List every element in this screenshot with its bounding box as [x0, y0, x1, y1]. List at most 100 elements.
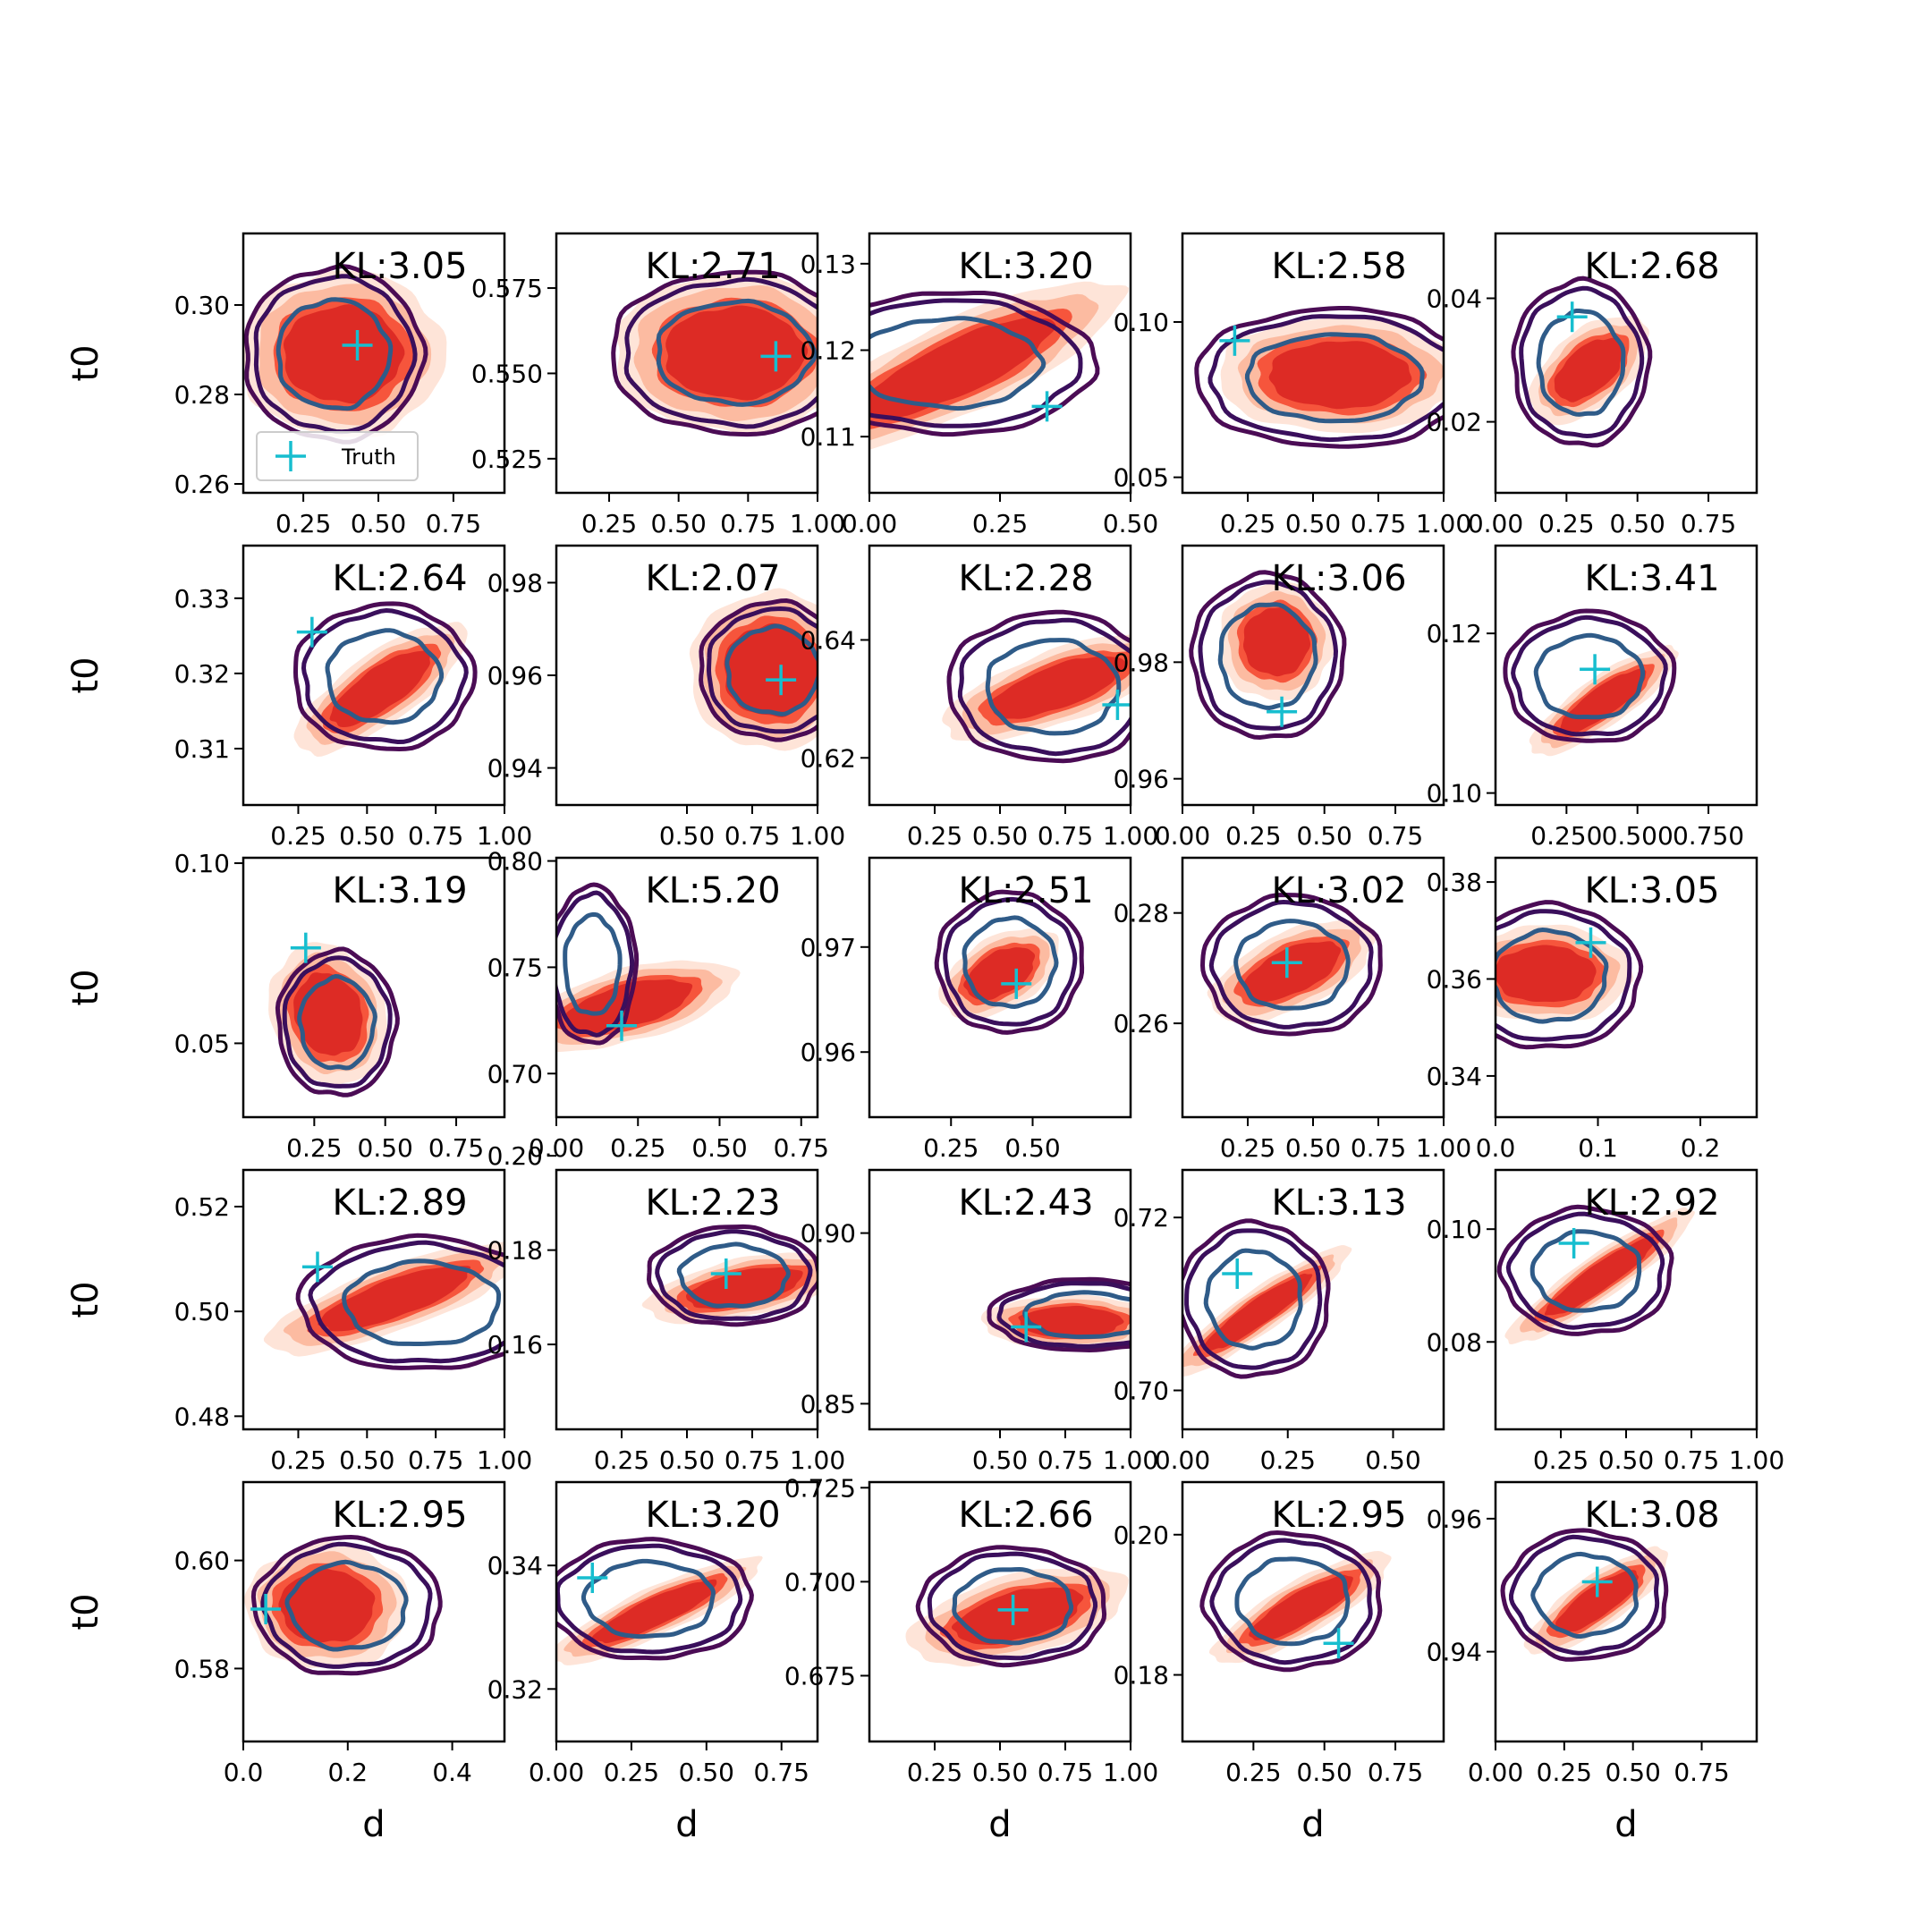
posterior-density-level-4: [952, 1587, 1084, 1646]
reference-contour-middle: [1208, 899, 1374, 1030]
reference-contour-inner: [325, 628, 445, 725]
posterior-density-level-4: [1544, 1236, 1654, 1316]
reference-contour-outer: [556, 882, 640, 1046]
subplot-4: KL:2.58 0.25 0.50 0.75 1.00 0.10 0.05: [1114, 232, 1471, 538]
x-tick-label: 0.25: [972, 509, 1028, 538]
reference-contour-outer: [1503, 608, 1677, 743]
truth-marker: [1323, 1628, 1354, 1659]
y-tick-label: 0.26: [1114, 1009, 1169, 1038]
x-tick-label: 0.25: [610, 1133, 665, 1163]
kl-annotation: KL:2.23: [645, 1182, 780, 1224]
y-tick-label: 0.675: [784, 1661, 856, 1690]
subplot-6: KL:2.64 0.25 0.50 0.75 1.00 0.33 0.32 0.31 t0: [65, 544, 532, 851]
truth-marker: [606, 1010, 637, 1041]
reference-contour-outer: [699, 597, 818, 742]
kl-annotation: KL:2.92: [1584, 1182, 1719, 1224]
y-tick-label: 0.20: [1114, 1521, 1169, 1550]
y-tick-label: 0.16: [487, 1330, 543, 1360]
x-tick-label: 0.75: [1038, 1445, 1093, 1475]
truth-marker: [1580, 654, 1611, 685]
truth-marker: [766, 665, 797, 696]
kl-annotation: KL:5.20: [645, 870, 780, 911]
y-tick-label: 0.96: [801, 1038, 856, 1067]
y-tick-label: 0.70: [1114, 1377, 1169, 1406]
y-tick-label: 0.38: [1427, 868, 1482, 897]
y-tick-label: 0.62: [801, 743, 856, 773]
y-tick-label: 0.05: [1114, 463, 1169, 493]
reference-contour-outer: [1182, 1218, 1331, 1379]
reference-contour-inner: [1496, 927, 1609, 1024]
truth-marker: [290, 932, 321, 963]
subplot-22: KL:3.20 0.00 0.25 0.50 0.75 0.34 0.32 d: [487, 1480, 819, 1845]
x-axis-label: d: [1614, 1804, 1637, 1845]
x-tick-label: 0.25: [1537, 1758, 1592, 1787]
subplot-5: KL:2.68 0.00 0.25 0.50 0.75 0.04 0.02: [1427, 232, 1758, 538]
reference-contour-middle: [943, 896, 1078, 1027]
x-tick-label: 0.75: [428, 1133, 484, 1163]
posterior-density-level-4: [1204, 1273, 1313, 1352]
reference-contour-inner: [1217, 602, 1318, 711]
x-tick-label: 0.75: [1351, 509, 1406, 538]
reference-contour-inner: [1530, 1229, 1642, 1313]
y-tick-label: 0.90: [801, 1219, 856, 1249]
subplot-2: KL:2.71 0.25 0.50 0.75 1.00 0.575 0.550 0.525: [471, 232, 845, 538]
y-tick-label: 0.70: [487, 1059, 543, 1089]
y-axis-label: t0: [65, 344, 106, 381]
x-tick-label: 0.50: [1004, 1133, 1060, 1163]
subplot-14: KL:3.02 0.25 0.50 0.75 1.00 0.28 0.26: [1114, 856, 1471, 1163]
y-axis-label: t0: [65, 969, 106, 1005]
axes-frame: [242, 232, 506, 495]
axes-frame: [242, 856, 506, 1119]
y-tick-label: 0.96: [487, 661, 543, 691]
x-tick-label: 0.00: [529, 1133, 584, 1163]
x-tick-label: 1.00: [1416, 1133, 1471, 1163]
x-tick-label: 0.00: [1468, 509, 1523, 538]
x-tick-label: 1.00: [790, 1445, 845, 1475]
x-tick-label: 0.50: [1297, 821, 1352, 851]
posterior-density-level-4: [591, 1579, 717, 1644]
reference-contour-outer: [295, 1233, 504, 1370]
reference-contour-outer: [556, 1537, 754, 1661]
kl-annotation: KL:2.07: [645, 558, 780, 599]
reference-contour-middle: [1511, 614, 1668, 737]
posterior-density-level-4: [686, 1267, 803, 1309]
posterior-density-level-4: [1268, 341, 1412, 410]
reference-contour-middle: [1208, 314, 1444, 443]
posterior-density-level-4: [665, 305, 809, 401]
x-tick-label: 1.00: [477, 1445, 532, 1475]
x-tick-label: 0.250: [1530, 821, 1602, 851]
x-tick-label: 0.75: [408, 821, 463, 851]
axes-frame: [1494, 856, 1758, 1119]
x-tick-label: 0.75: [1674, 1758, 1729, 1787]
reference-contour-inner: [1233, 919, 1351, 1011]
y-tick-label: 0.11: [801, 422, 856, 452]
posterior-density-level-4: [1554, 337, 1624, 402]
y-axis-label: t0: [65, 1593, 106, 1630]
y-tick-label: 0.50: [174, 1297, 230, 1326]
reference-contour-middle: [1519, 285, 1645, 439]
x-tick-label: 0.25: [1533, 1445, 1589, 1475]
y-tick-label: 0.64: [801, 625, 856, 655]
x-tick-label: 0.750: [1673, 821, 1744, 851]
y-tick-label: 0.52: [174, 1192, 230, 1222]
posterior-density-level-4: [283, 304, 405, 404]
truth-marker: [1011, 1311, 1042, 1343]
x-tick-label: 0.25: [286, 1133, 342, 1163]
x-tick-label: 0.50: [1285, 1133, 1341, 1163]
truth-marker: [1031, 391, 1063, 422]
kl-annotation: KL:2.28: [958, 558, 1093, 599]
posterior-density-level-4: [278, 1568, 376, 1643]
x-tick-label: 0.50: [358, 1133, 413, 1163]
x-tick-label: 0.00: [1155, 1445, 1210, 1475]
kl-annotation: KL:2.68: [1584, 246, 1719, 287]
axes-frame: [242, 1168, 506, 1431]
reference-contour-inner: [284, 1559, 409, 1652]
x-tick-label: 0.50: [1297, 1758, 1352, 1787]
x-tick-label: 1.00: [1103, 1758, 1158, 1787]
y-tick-label: 0.96: [1427, 1504, 1482, 1534]
x-tick-label: 0.25: [907, 1758, 962, 1787]
x-tick-label: 0.75: [774, 1133, 829, 1163]
reference-contour-middle: [655, 1229, 813, 1321]
kl-annotation: KL:2.89: [332, 1182, 467, 1224]
